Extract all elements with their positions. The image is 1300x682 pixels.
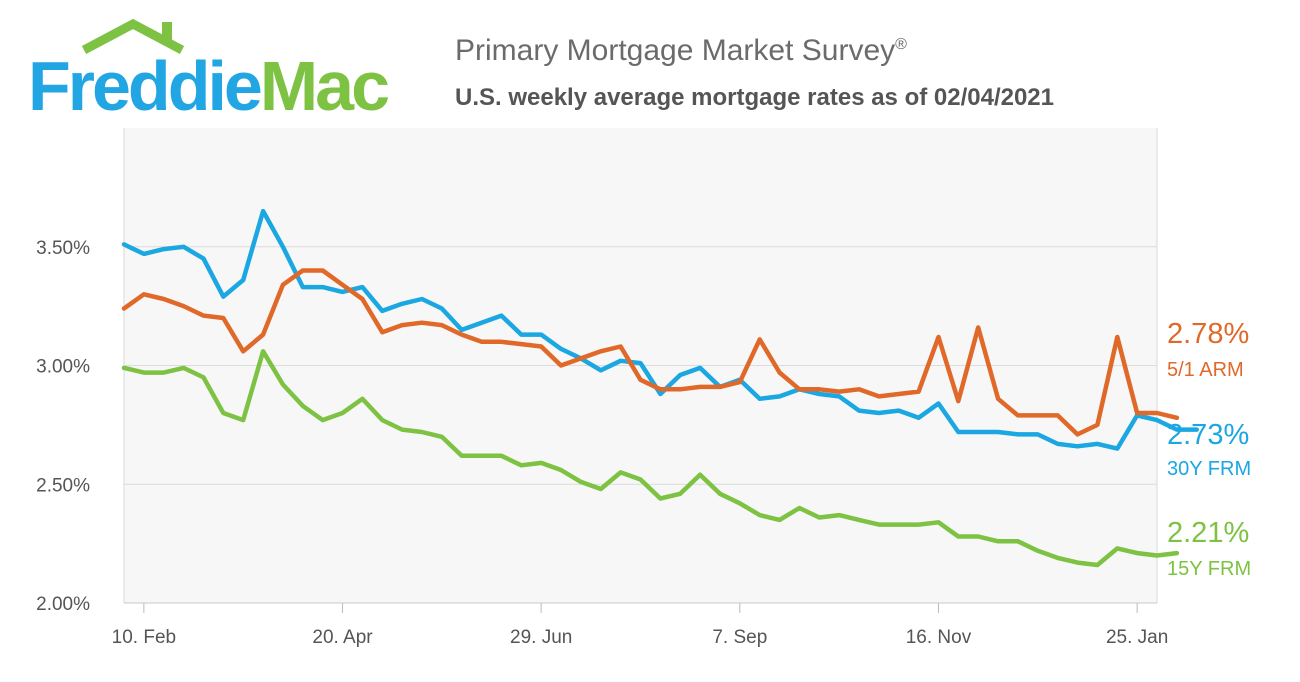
- series-name-30y-frm: 30Y FRM: [1167, 458, 1251, 480]
- x-tick-label: 25. Jan: [1106, 627, 1168, 648]
- y-tick-label: 3.00%: [36, 357, 90, 378]
- chart-title-text: Primary Mortgage Market Survey: [455, 34, 896, 67]
- x-tick-label: 16. Nov: [906, 627, 972, 648]
- series-name-15y-frm: 15Y FRM: [1167, 558, 1251, 580]
- end-value-5-1-arm: 2.78%: [1167, 318, 1249, 350]
- x-tick-label: 10. Feb: [112, 627, 176, 648]
- series-lines: [121, 208, 1199, 568]
- series-line-15y-frm: [121, 349, 1180, 568]
- end-value-30y-frm: 2.73%: [1167, 419, 1249, 451]
- x-axis-ticks: 10. Feb 20. Apr 29. Jun 7. Sep 16. Nov 25. Ja…: [112, 603, 1168, 648]
- chart-title: Primary Mortgage Market Survey®: [455, 34, 907, 68]
- x-tick-label: 20. Apr: [312, 627, 373, 648]
- end-labels: 2.78% 5/1 ARM 2.73% 30Y FRM 2.21% 15Y FRM: [1167, 318, 1251, 580]
- registered-mark: ®: [895, 36, 907, 53]
- end-value-15y-frm: 2.21%: [1167, 517, 1249, 549]
- logo-word-freddie: Freddie: [28, 47, 263, 125]
- y-tick-label: 3.50%: [36, 238, 90, 259]
- house-roof-icon: [81, 18, 185, 54]
- x-tick-label: 29. Jun: [510, 627, 572, 648]
- y-tick-label: 2.00%: [36, 594, 90, 615]
- series-line-5-1-arm: [121, 268, 1180, 437]
- x-tick-label: 7. Sep: [712, 627, 767, 648]
- logo-wordmark: FreddieMac: [28, 46, 390, 126]
- series-line-30y-frm: [121, 208, 1199, 451]
- freddie-mac-logo: FreddieMac: [28, 18, 418, 125]
- logo-word-mac: Mac: [259, 47, 390, 125]
- chart-subtitle: U.S. weekly average mortgage rates as of…: [455, 84, 1055, 111]
- y-axis-ticks: 2.00% 2.50% 3.00% 3.50%: [36, 238, 90, 615]
- series-name-5-1-arm: 5/1 ARM: [1167, 359, 1244, 381]
- y-tick-label: 2.50%: [36, 475, 90, 496]
